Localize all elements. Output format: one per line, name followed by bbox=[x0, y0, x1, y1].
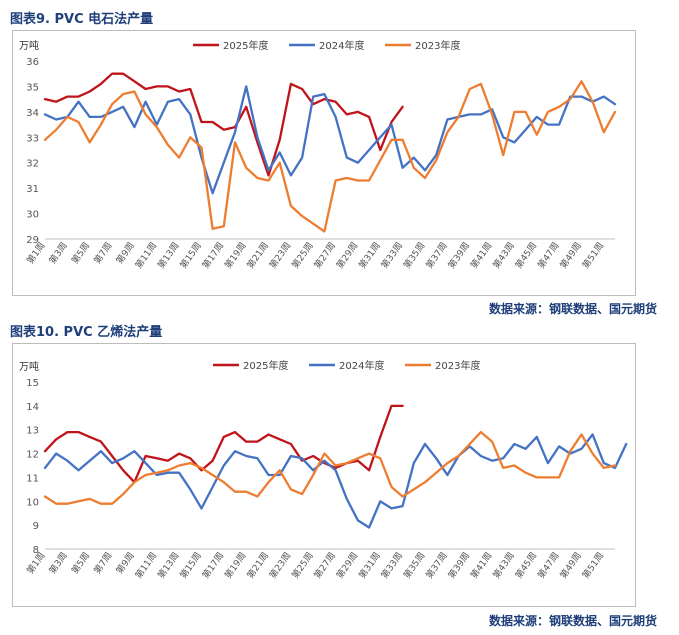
x-tick-label: 第31周 bbox=[356, 550, 383, 581]
x-tick-label: 第5周 bbox=[69, 550, 92, 576]
x-tick-label: 第25周 bbox=[289, 240, 316, 271]
y-tick-label: 14 bbox=[26, 402, 39, 413]
y-tick-label: 32 bbox=[26, 159, 39, 170]
chart1-container: 万吨 29 30 31 32 33 34 35 36 第1周 第3周 第5周 第7周 第9周 第11周 第13… bbox=[12, 30, 636, 296]
y-tick-label: 8 bbox=[33, 545, 39, 556]
chart2-container: 万吨 8 9 10 11 12 13 14 15 第1周 第3周 第5周 第7周 第9周 第11周 第13周第… bbox=[12, 343, 636, 607]
y-tick-label: 33 bbox=[26, 133, 39, 144]
y-tick-label: 36 bbox=[26, 57, 39, 68]
x-tick-label: 第39周 bbox=[445, 240, 472, 271]
y-unit-label: 万吨 bbox=[19, 39, 39, 52]
x-tick-label: 第33周 bbox=[378, 550, 405, 581]
y-tick-label: 9 bbox=[33, 521, 39, 532]
x-tick-label: 第3周 bbox=[46, 240, 69, 266]
y-tick-label: 35 bbox=[26, 82, 39, 93]
series-line-2 bbox=[43, 433, 628, 529]
legend-label-3: 2023年度 bbox=[415, 39, 460, 52]
y-tick-label: 12 bbox=[26, 450, 39, 461]
x-tick-label: 第37周 bbox=[423, 550, 450, 581]
x-tick-label: 第19周 bbox=[222, 240, 249, 271]
x-tick-label: 第25周 bbox=[289, 550, 316, 581]
x-tick-label: 第11周 bbox=[132, 240, 159, 271]
figure1-title: 图表9. PVC 电石法产量 bbox=[10, 12, 154, 27]
x-tick-label: 第9周 bbox=[113, 240, 136, 266]
x-tick-label: 第23周 bbox=[267, 550, 294, 581]
series-line-2 bbox=[43, 85, 617, 195]
legend-label-3: 2023年度 bbox=[435, 359, 480, 372]
x-tick-label: 第23周 bbox=[267, 240, 294, 271]
x-tick-label: 第41周 bbox=[468, 240, 495, 271]
x-tick-label: 第37周 bbox=[423, 240, 450, 271]
x-tick-label: 第33周 bbox=[378, 240, 405, 271]
x-tick-label: 第47周 bbox=[535, 550, 562, 581]
x-tick-label: 第43周 bbox=[490, 240, 517, 271]
series-line-1 bbox=[43, 404, 404, 484]
x-tick-label: 第21周 bbox=[244, 240, 271, 271]
y-tick-label: 13 bbox=[26, 426, 39, 437]
x-tick-label: 第13周 bbox=[155, 550, 182, 581]
x-tick-label: 第35周 bbox=[401, 550, 428, 581]
y-unit-label: 万吨 bbox=[19, 360, 39, 373]
x-tick-label: 第13周 bbox=[155, 240, 182, 271]
x-tick-label: 第49周 bbox=[557, 240, 584, 271]
x-tick-label: 第17周 bbox=[200, 550, 227, 581]
x-tick-label: 第7周 bbox=[91, 240, 114, 266]
legend-label-1: 2025年度 bbox=[243, 359, 288, 372]
x-tick-label: 第11周 bbox=[132, 550, 159, 581]
x-tick-label: 第35周 bbox=[401, 240, 428, 271]
series-line-3 bbox=[43, 80, 617, 233]
x-tick-label: 第41周 bbox=[468, 550, 495, 581]
y-tick-label: 30 bbox=[26, 210, 39, 221]
y-tick-label: 34 bbox=[26, 108, 39, 119]
legend-label-2: 2024年度 bbox=[339, 359, 384, 372]
x-tick-label: 第31周 bbox=[356, 240, 383, 271]
x-tick-label: 第19周 bbox=[222, 550, 249, 581]
x-tick-label: 第45周 bbox=[512, 240, 539, 271]
x-tick-label: 第27周 bbox=[311, 550, 338, 581]
x-tick-label: 第51周 bbox=[580, 240, 607, 271]
x-tick-label: 第3周 bbox=[46, 550, 69, 576]
figure1-source: 数据来源：钢联数据、国元期货 bbox=[488, 302, 657, 316]
x-tick-label: 第7周 bbox=[91, 550, 114, 576]
x-tick-label: 第51周 bbox=[580, 550, 607, 581]
x-tick-label: 第29周 bbox=[334, 240, 361, 271]
x-tick-label: 第15周 bbox=[177, 550, 204, 581]
legend-label-1: 2025年度 bbox=[223, 39, 268, 52]
x-tick-label: 第43周 bbox=[490, 550, 517, 581]
y-tick-label: 15 bbox=[26, 378, 39, 389]
x-tick-label: 第5周 bbox=[69, 240, 92, 266]
legend-label-2: 2024年度 bbox=[319, 39, 364, 52]
x-tick-label: 第47周 bbox=[535, 240, 562, 271]
x-tick-label: 第39周 bbox=[445, 550, 472, 581]
figure2-title: 图表10. PVC 乙烯法产量 bbox=[10, 325, 163, 340]
y-tick-label: 29 bbox=[26, 235, 39, 246]
x-tick-label: 第29周 bbox=[334, 550, 361, 581]
figure2-source: 数据来源：钢联数据、国元期货 bbox=[488, 614, 657, 628]
x-tick-label: 第17周 bbox=[200, 240, 227, 271]
x-tick-label: 第15周 bbox=[177, 240, 204, 271]
x-tick-label: 第27周 bbox=[311, 240, 338, 271]
series-line-1 bbox=[43, 72, 404, 177]
x-tick-label: 第9周 bbox=[113, 550, 136, 576]
y-tick-label: 11 bbox=[26, 473, 39, 484]
x-tick-label: 第21周 bbox=[244, 550, 271, 581]
y-tick-label: 10 bbox=[26, 497, 39, 508]
y-tick-label: 31 bbox=[26, 184, 39, 195]
series-line-3 bbox=[43, 430, 617, 505]
x-tick-label: 第49周 bbox=[557, 550, 584, 581]
x-tick-label: 第45周 bbox=[512, 550, 539, 581]
